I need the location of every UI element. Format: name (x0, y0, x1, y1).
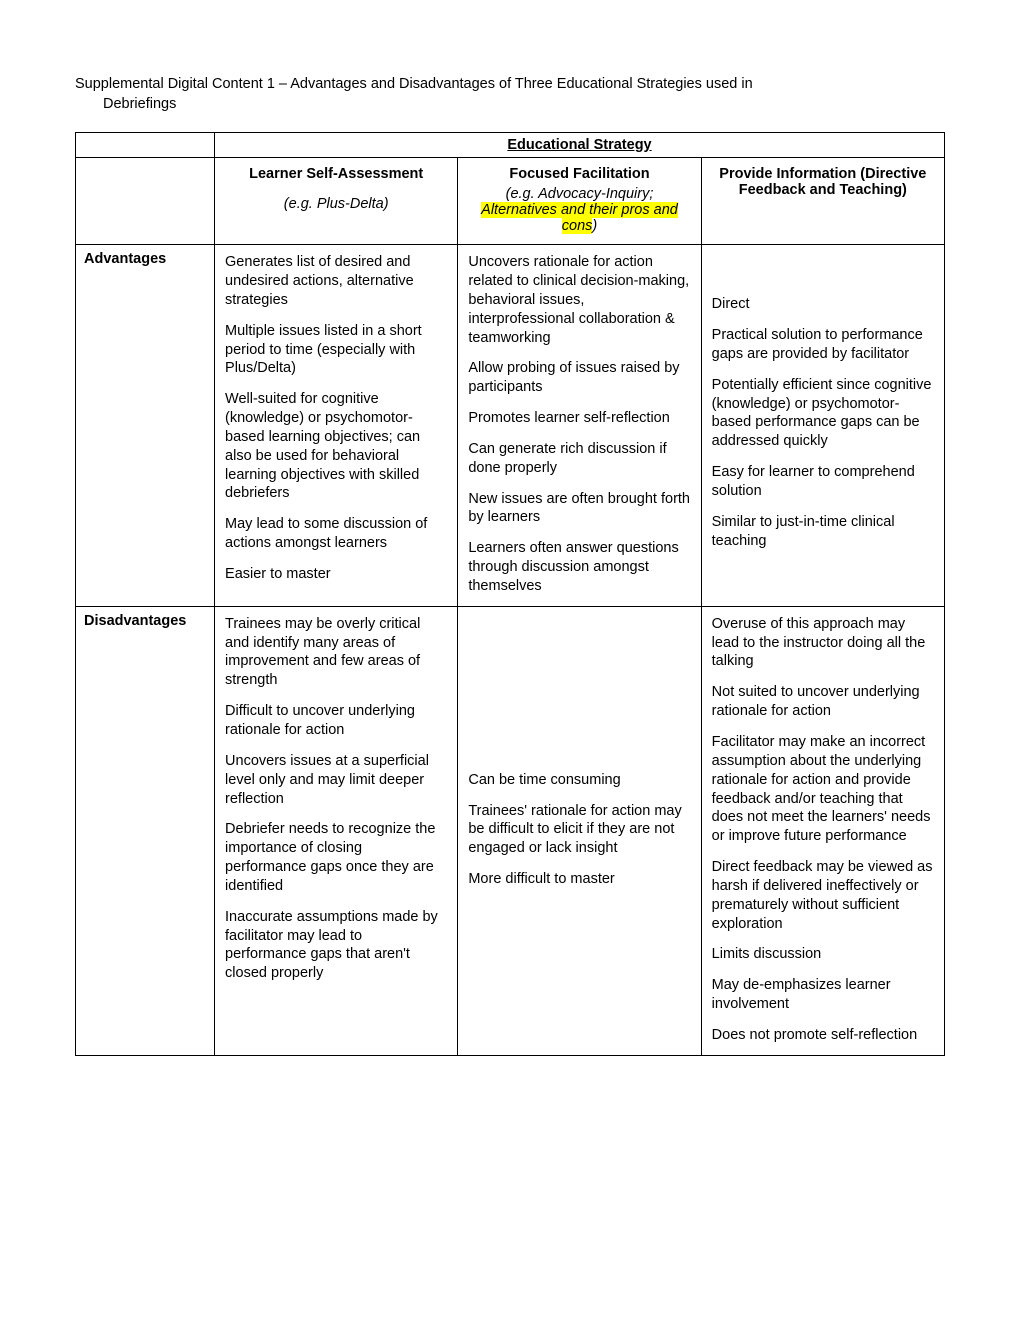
adv-c3-2: Potentially efficient since cognitive (k… (712, 376, 934, 451)
col3-title: Provide Information (Directive Feedback … (712, 166, 934, 198)
adv-c2-3: Can generate rich discussion if done pro… (468, 440, 690, 478)
adv-c1-3: May lead to some discussion of actions a… (225, 515, 447, 553)
super-header-row: Educational Strategy (76, 133, 945, 158)
col-header-learner-self-assessment: Learner Self-Assessment (e.g. Plus-Delta… (215, 158, 458, 245)
adv-c2-0: Uncovers rationale for action related to… (468, 253, 690, 347)
dis-c3-6: Does not promote self-reflection (712, 1026, 934, 1045)
strategies-table: Educational Strategy Learner Self-Assess… (75, 132, 945, 1056)
column-headers-row: Learner Self-Assessment (e.g. Plus-Delta… (76, 158, 945, 245)
col2-sub-highlight: Alternatives and their pros and cons (481, 202, 678, 234)
dis-c1-3: Debriefer needs to recognize the importa… (225, 820, 447, 895)
col-header-focused-facilitation: Focused Facilitation (e.g. Advocacy-Inqu… (458, 158, 701, 245)
adv-c1-4: Easier to master (225, 565, 447, 584)
advantages-row: Advantages Generates list of desired and… (76, 245, 945, 607)
dis-c1-4: Inaccurate assumptions made by facilitat… (225, 908, 447, 983)
adv-c3-1: Practical solution to performance gaps a… (712, 326, 934, 364)
page-title: Supplemental Digital Content 1 – Advanta… (75, 75, 945, 114)
adv-focused-facilitation: Uncovers rationale for action related to… (458, 245, 701, 607)
col1-sub: (e.g. Plus-Delta) (225, 196, 447, 212)
blank-corner (76, 133, 215, 158)
dis-c1-0: Trainees may be overly critical and iden… (225, 615, 447, 690)
dis-c1-2: Uncovers issues at a superficial level o… (225, 752, 447, 809)
dis-c3-3: Direct feedback may be viewed as harsh i… (712, 858, 934, 933)
col2-sub: (e.g. Advocacy-Inquiry; Alternatives and… (468, 186, 690, 234)
adv-provide-information: Direct Practical solution to performance… (701, 245, 944, 607)
adv-c1-0: Generates list of desired and undesired … (225, 253, 447, 310)
adv-c2-1: Allow probing of issues raised by partic… (468, 359, 690, 397)
col2-sub-suffix: ) (592, 218, 597, 234)
dis-c2-1: Trainees' rationale for action may be di… (468, 802, 690, 859)
adv-c3-3: Easy for learner to comprehend solution (712, 463, 934, 501)
adv-learner-self-assessment: Generates list of desired and undesired … (215, 245, 458, 607)
adv-c3-0: Direct (712, 295, 934, 314)
dis-c2-0: Can be time consuming (468, 771, 690, 790)
disadvantages-label: Disadvantages (76, 606, 215, 1055)
adv-c2-4: New issues are often brought forth by le… (468, 490, 690, 528)
dis-c3-5: May de-emphasizes learner involvement (712, 976, 934, 1014)
adv-c1-2: Well-suited for cognitive (knowledge) or… (225, 390, 447, 503)
dis-c3-4: Limits discussion (712, 945, 934, 964)
dis-c1-1: Difficult to uncover underlying rational… (225, 702, 447, 740)
dis-c3-1: Not suited to uncover underlying rationa… (712, 683, 934, 721)
adv-c2-2: Promotes learner self-reflection (468, 409, 690, 428)
dis-c3-2: Facilitator may make an incorrect assump… (712, 733, 934, 846)
title-line-2: Debriefings (75, 95, 945, 115)
dis-learner-self-assessment: Trainees may be overly critical and iden… (215, 606, 458, 1055)
dis-provide-information: Overuse of this approach may lead to the… (701, 606, 944, 1055)
col1-title: Learner Self-Assessment (225, 166, 447, 182)
col2-sub-prefix: (e.g. Advocacy-Inquiry; (506, 186, 654, 202)
dis-c2-2: More difficult to master (468, 870, 690, 889)
adv-c2-5: Learners often answer questions through … (468, 539, 690, 596)
col-header-provide-information: Provide Information (Directive Feedback … (701, 158, 944, 245)
col2-title: Focused Facilitation (468, 166, 690, 182)
adv-c3-4: Similar to just-in-time clinical teachin… (712, 513, 934, 551)
title-line-1: Supplemental Digital Content 1 – Advanta… (75, 76, 753, 92)
advantages-label: Advantages (76, 245, 215, 607)
disadvantages-row: Disadvantages Trainees may be overly cri… (76, 606, 945, 1055)
dis-focused-facilitation: Can be time consuming Trainees' rational… (458, 606, 701, 1055)
adv-c1-1: Multiple issues listed in a short period… (225, 322, 447, 379)
blank-header (76, 158, 215, 245)
dis-c3-0: Overuse of this approach may lead to the… (712, 615, 934, 672)
super-header: Educational Strategy (215, 133, 945, 158)
